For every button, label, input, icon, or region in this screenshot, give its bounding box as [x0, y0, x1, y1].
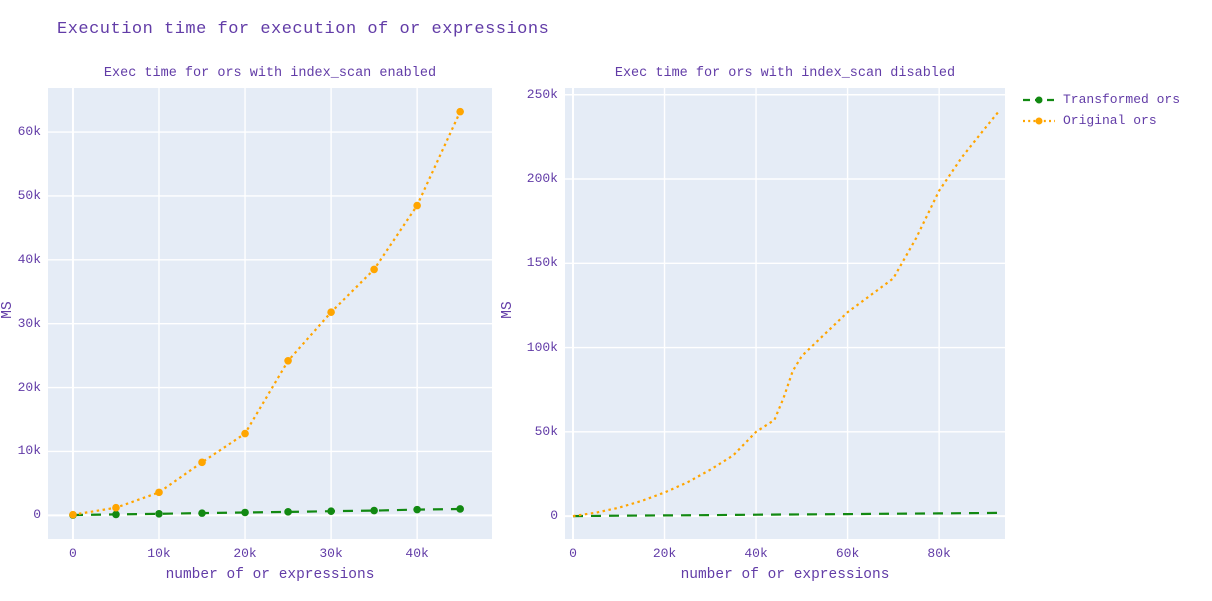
- data-point-transformed-ors[interactable]: [155, 509, 163, 518]
- y-tick-label: 250k: [526, 86, 558, 102]
- y-tick-label: 150k: [526, 255, 558, 271]
- x-tick-label: 20k: [233, 546, 257, 561]
- x-tick-label: 40k: [744, 546, 768, 561]
- legend-item-transformed-ors[interactable]: Transformed ors: [1022, 92, 1180, 107]
- plot-area-index-scan-enabled[interactable]: [48, 88, 492, 539]
- x-tick-label: 0: [569, 546, 577, 561]
- legend-line-sample-transformed-ors: [1023, 96, 1055, 103]
- data-point-transformed-ors[interactable]: [327, 507, 335, 516]
- y-tick-label: 30k: [17, 315, 41, 331]
- y-tick-label: 50k: [534, 423, 558, 439]
- y-tick-label: 50k: [17, 187, 41, 203]
- data-point-transformed-ors[interactable]: [198, 509, 206, 517]
- data-point-original-ors[interactable]: [413, 201, 421, 210]
- x-tick-label: 60k: [835, 546, 860, 561]
- subplot-title-index-scan-disabled: Exec time for ors with index_scan disabl…: [614, 66, 956, 81]
- data-point-original-ors[interactable]: [241, 429, 249, 438]
- y-axis-title-right: MS: [500, 301, 516, 319]
- y-tick-label: 0: [33, 507, 41, 523]
- legend-item-original-ors[interactable]: Original ors: [1022, 113, 1180, 128]
- legend-sample-marker: [1035, 117, 1043, 124]
- legend-label-transformed-ors: Transformed ors: [1063, 92, 1181, 107]
- y-tick-label: 10k: [17, 443, 41, 459]
- y-tick-label: 100k: [526, 339, 558, 355]
- series-line-original-ors[interactable]: [72, 111, 462, 516]
- data-point-transformed-ors[interactable]: [456, 505, 464, 513]
- legend: Transformed ors Original ors: [1022, 92, 1180, 134]
- x-axis-title-left: number of or expressions: [165, 567, 375, 583]
- x-axis-title-right: number of or expressions: [680, 567, 890, 583]
- data-point-original-ors[interactable]: [456, 107, 464, 116]
- y-tick-label: 20k: [17, 379, 41, 395]
- x-tick-label: 10k: [147, 546, 171, 561]
- legend-sample-marker: [1035, 96, 1043, 103]
- plot-background: [565, 88, 1005, 539]
- series-line-original-ors[interactable]: [572, 110, 1000, 518]
- x-tick-label: 20k: [652, 546, 677, 561]
- data-point-original-ors[interactable]: [69, 510, 77, 519]
- plot-area-index-scan-disabled[interactable]: [565, 88, 1005, 539]
- data-point-transformed-ors[interactable]: [370, 506, 378, 515]
- legend-line-sample-original-ors: [1023, 117, 1055, 124]
- data-point-transformed-ors[interactable]: [112, 510, 120, 519]
- series-line-transformed-ors[interactable]: [572, 511, 999, 518]
- data-point-original-ors[interactable]: [112, 503, 120, 512]
- figure-title: Execution time for execution of or expre…: [57, 20, 550, 39]
- y-tick-label: 0: [550, 508, 558, 524]
- data-point-original-ors[interactable]: [327, 308, 335, 317]
- data-point-transformed-ors[interactable]: [413, 505, 421, 514]
- data-point-original-ors[interactable]: [155, 488, 163, 497]
- x-tick-label: 30k: [319, 546, 343, 561]
- y-tick-label: 200k: [526, 171, 558, 186]
- data-point-original-ors[interactable]: [370, 265, 378, 274]
- x-tick-label: 0: [69, 546, 77, 561]
- data-point-transformed-ors[interactable]: [241, 508, 249, 517]
- data-point-original-ors[interactable]: [198, 458, 206, 467]
- data-point-original-ors[interactable]: [284, 356, 292, 365]
- y-tick-label: 40k: [17, 251, 41, 267]
- x-tick-label: 80k: [927, 546, 951, 561]
- legend-label-original-ors: Original ors: [1063, 113, 1157, 128]
- y-tick-label: 60k: [17, 124, 41, 140]
- x-tick-label: 40k: [405, 546, 429, 561]
- data-point-transformed-ors[interactable]: [284, 508, 292, 516]
- plot-background: [48, 88, 492, 539]
- subplot-title-index-scan-enabled: Exec time for ors with index_scan enable…: [103, 66, 437, 81]
